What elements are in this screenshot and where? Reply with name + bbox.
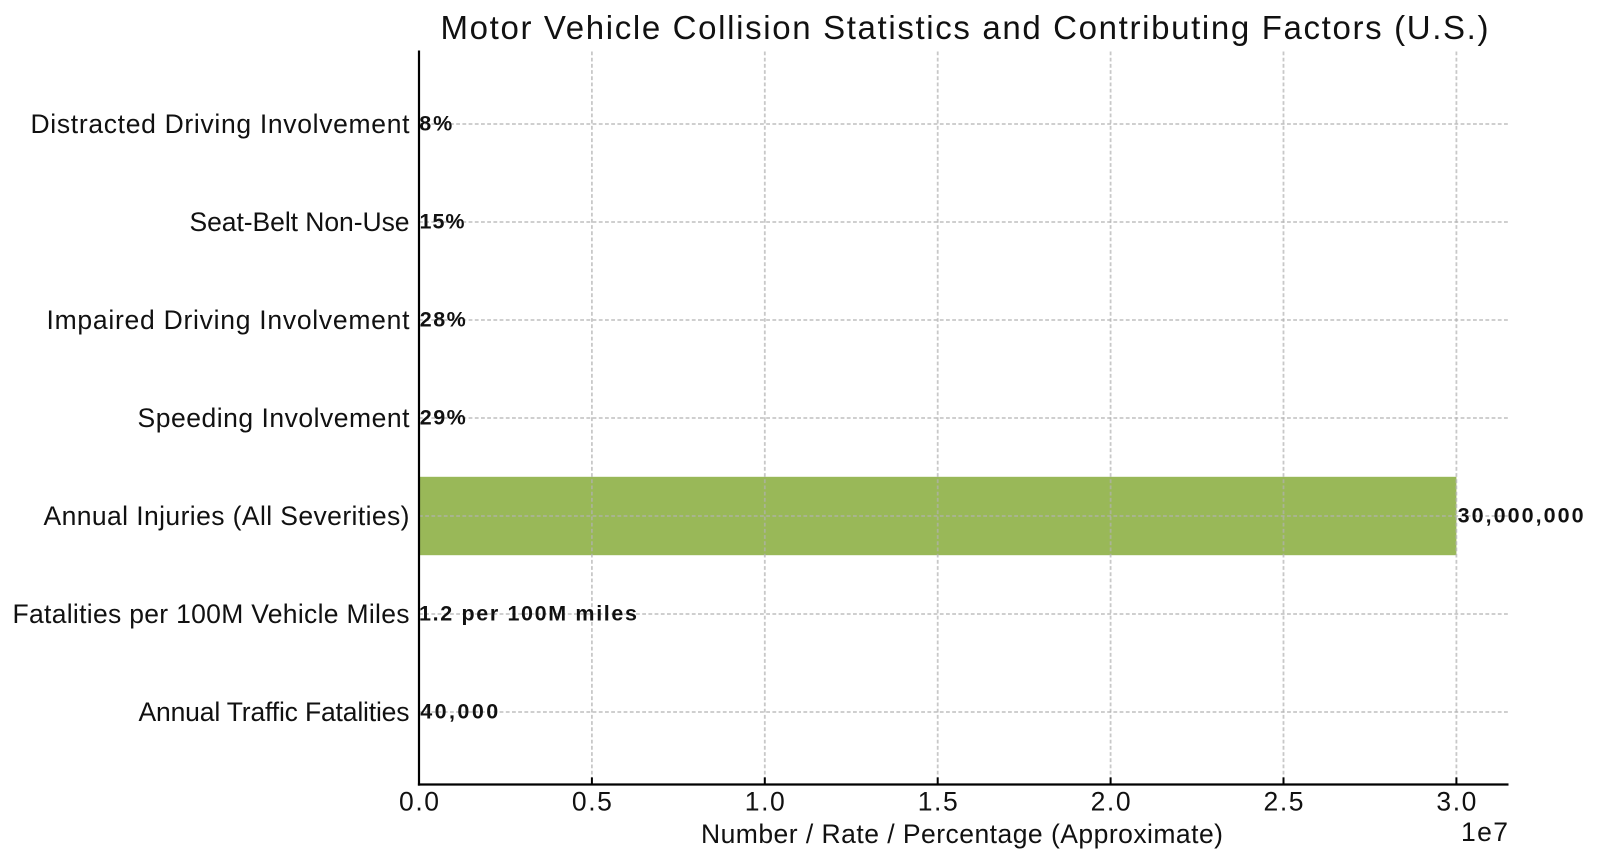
svg-text:Impaired Driving Involvement: Impaired Driving Involvement xyxy=(47,305,411,335)
svg-text:Speeding Involvement: Speeding Involvement xyxy=(138,403,411,433)
svg-text:Distracted Driving Involvement: Distracted Driving Involvement xyxy=(31,109,411,139)
svg-text:0.5: 0.5 xyxy=(572,787,612,817)
svg-text:Number / Rate / Percentage (Ap: Number / Rate / Percentage (Approximate) xyxy=(701,819,1223,849)
svg-text:28%: 28% xyxy=(420,307,466,331)
svg-text:40,000: 40,000 xyxy=(420,699,498,723)
svg-text:2.0: 2.0 xyxy=(1091,787,1131,817)
svg-text:Fatalities per 100M Vehicle Mi: Fatalities per 100M Vehicle Miles xyxy=(13,599,410,629)
svg-text:29%: 29% xyxy=(420,405,466,429)
svg-text:2.5: 2.5 xyxy=(1264,787,1304,817)
svg-text:1e7: 1e7 xyxy=(1461,817,1508,847)
svg-text:Annual Injuries (All Severitie: Annual Injuries (All Severities) xyxy=(44,501,410,531)
svg-text:Seat-Belt Non-Use: Seat-Belt Non-Use xyxy=(190,207,410,237)
svg-text:0.0: 0.0 xyxy=(399,787,439,817)
svg-text:Motor Vehicle Collision Statis: Motor Vehicle Collision Statistics and C… xyxy=(441,9,1489,46)
svg-text:8%: 8% xyxy=(419,111,452,135)
svg-text:1.2 per 100M miles: 1.2 per 100M miles xyxy=(419,601,637,625)
svg-text:1.5: 1.5 xyxy=(918,787,958,817)
svg-text:Annual Traffic Fatalities: Annual Traffic Fatalities xyxy=(139,697,410,727)
svg-text:1.0: 1.0 xyxy=(745,787,785,817)
svg-text:3.0: 3.0 xyxy=(1436,787,1476,817)
svg-text:15%: 15% xyxy=(420,209,465,233)
